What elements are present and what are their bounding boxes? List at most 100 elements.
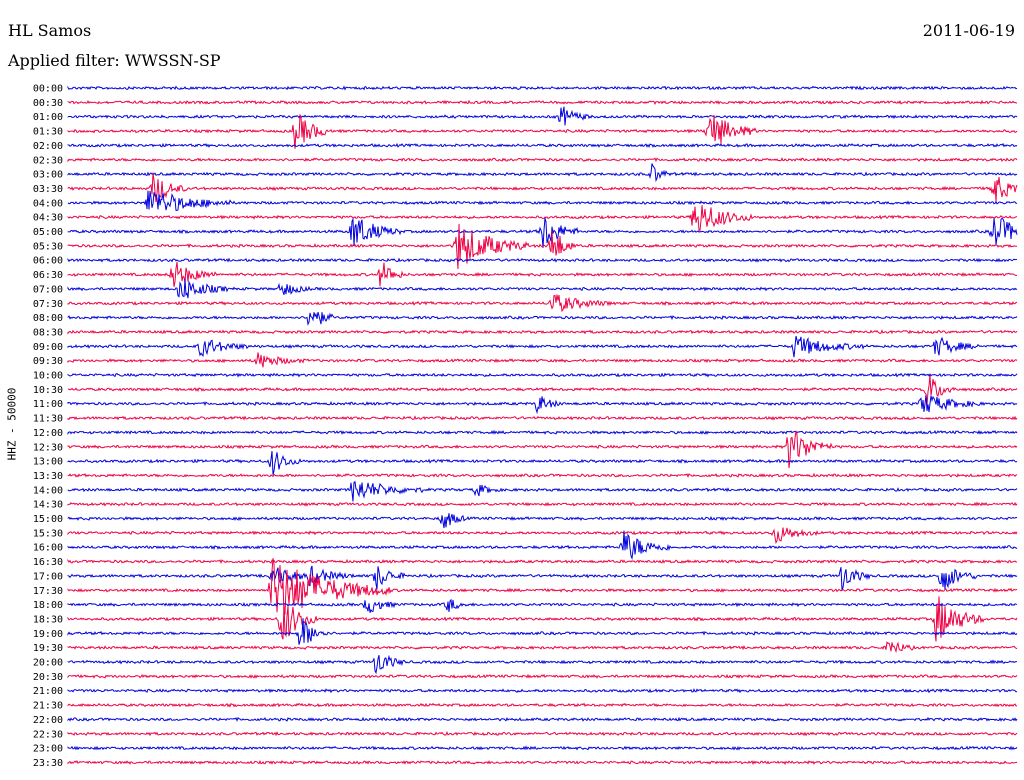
tick-label: 18:30 (33, 614, 63, 625)
trace-line (67, 472, 1018, 478)
filter-label: Applied filter: WWSSN-SP (8, 51, 221, 70)
trace-line (67, 394, 1018, 415)
tick-label: 17:30 (33, 586, 63, 597)
tick-label: 23:00 (33, 744, 63, 755)
trace-line (67, 190, 1017, 211)
trace-line (67, 163, 1018, 183)
tick-label: 16:30 (33, 557, 63, 568)
tick-label: 02:30 (33, 155, 63, 166)
tick-label: 11:00 (33, 399, 63, 410)
trace-line (67, 415, 1018, 421)
trace-line (67, 157, 1018, 163)
trace-line (67, 716, 1018, 722)
trace-line (67, 596, 1018, 642)
trace-line (67, 257, 1018, 263)
tick-label: 15:00 (33, 514, 63, 525)
trace-line (67, 451, 1018, 475)
time-tick-labels: 00:00 00:30 01:00 01:30 02:00 02:30 03:00 03:30… (33, 84, 63, 769)
tick-label: 11:30 (33, 414, 63, 425)
tick-label: 15:30 (33, 528, 63, 539)
tick-label: 22:00 (33, 715, 63, 726)
tick-label: 17:00 (33, 571, 63, 582)
record-date: 2011-06-19 (922, 21, 1015, 40)
trace-line (67, 513, 1018, 529)
trace-line (67, 730, 1018, 737)
tick-label: 05:00 (33, 227, 63, 238)
tick-label: 13:00 (33, 457, 63, 468)
trace-line (67, 294, 1018, 313)
trace-line (67, 99, 1018, 105)
trace-line (67, 311, 1018, 326)
tick-label: 01:30 (33, 127, 63, 138)
trace-line (67, 374, 1018, 406)
trace-line (67, 85, 1018, 91)
tick-label: 10:30 (33, 385, 63, 396)
trace-line (67, 279, 1018, 299)
tick-label: 19:30 (33, 643, 63, 654)
tick-label: 20:30 (33, 672, 63, 683)
tick-label: 14:30 (33, 500, 63, 511)
trace-line (67, 106, 1018, 126)
station-title: HL Samos (8, 21, 92, 40)
tick-label: 03:00 (33, 170, 63, 181)
trace-line (67, 480, 1018, 502)
trace-line (67, 352, 1018, 368)
trace-line (67, 759, 1018, 766)
trace-line (67, 565, 1018, 591)
trace-line (67, 501, 1018, 507)
trace-line (67, 205, 1018, 232)
tick-label: 10:00 (33, 371, 63, 382)
trace-line (67, 688, 1017, 694)
tick-label: 05:30 (33, 241, 63, 252)
trace-line (67, 530, 1018, 560)
trace-line (67, 217, 1018, 248)
tick-label: 00:30 (33, 98, 63, 109)
tick-label: 04:00 (33, 198, 63, 209)
tick-label: 16:00 (33, 543, 63, 554)
tick-label: 09:00 (33, 342, 63, 353)
trace-line (67, 527, 1018, 545)
trace-group (67, 85, 1018, 766)
tick-label: 12:00 (33, 428, 63, 439)
tick-label: 06:30 (33, 270, 63, 281)
tick-label: 07:00 (33, 284, 63, 295)
trace-line (67, 673, 1018, 679)
tick-label: 08:00 (33, 313, 63, 324)
trace-line (67, 558, 1018, 616)
trace-line (67, 262, 1018, 287)
trace-line (67, 745, 1018, 751)
tick-label: 01:00 (33, 112, 63, 123)
tick-label: 07:30 (33, 299, 63, 310)
trace-line (67, 223, 1017, 270)
trace-line (67, 641, 1018, 654)
tick-label: 12:30 (33, 442, 63, 453)
trace-line (67, 429, 1018, 435)
tick-label: 21:30 (33, 701, 63, 712)
trace-line (67, 598, 1018, 613)
tick-label: 02:00 (33, 141, 63, 152)
trace-line (67, 335, 1018, 358)
tick-label: 14:00 (33, 485, 63, 496)
trace-line (67, 372, 1018, 378)
tick-label: 08:30 (33, 327, 63, 338)
trace-line (67, 430, 1018, 469)
tick-label: 00:00 (33, 84, 63, 95)
trace-line (67, 142, 1018, 149)
tick-label: 09:30 (33, 356, 63, 367)
tick-label: 22:30 (33, 729, 63, 740)
tick-label: 20:00 (33, 658, 63, 669)
trace-line (67, 329, 1018, 335)
tick-label: 18:00 (33, 600, 63, 611)
tick-label: 23:30 (33, 758, 63, 769)
tick-label: 06:00 (33, 256, 63, 267)
tick-label: 03:30 (33, 184, 63, 195)
tick-label: 04:30 (33, 213, 63, 224)
tick-label: 19:00 (33, 629, 63, 640)
trace-line (67, 654, 1018, 675)
trace-line (67, 558, 1017, 565)
trace-line (67, 172, 1018, 203)
tick-label: 13:30 (33, 471, 63, 482)
trace-line (67, 114, 1018, 149)
trace-line (67, 702, 1018, 708)
